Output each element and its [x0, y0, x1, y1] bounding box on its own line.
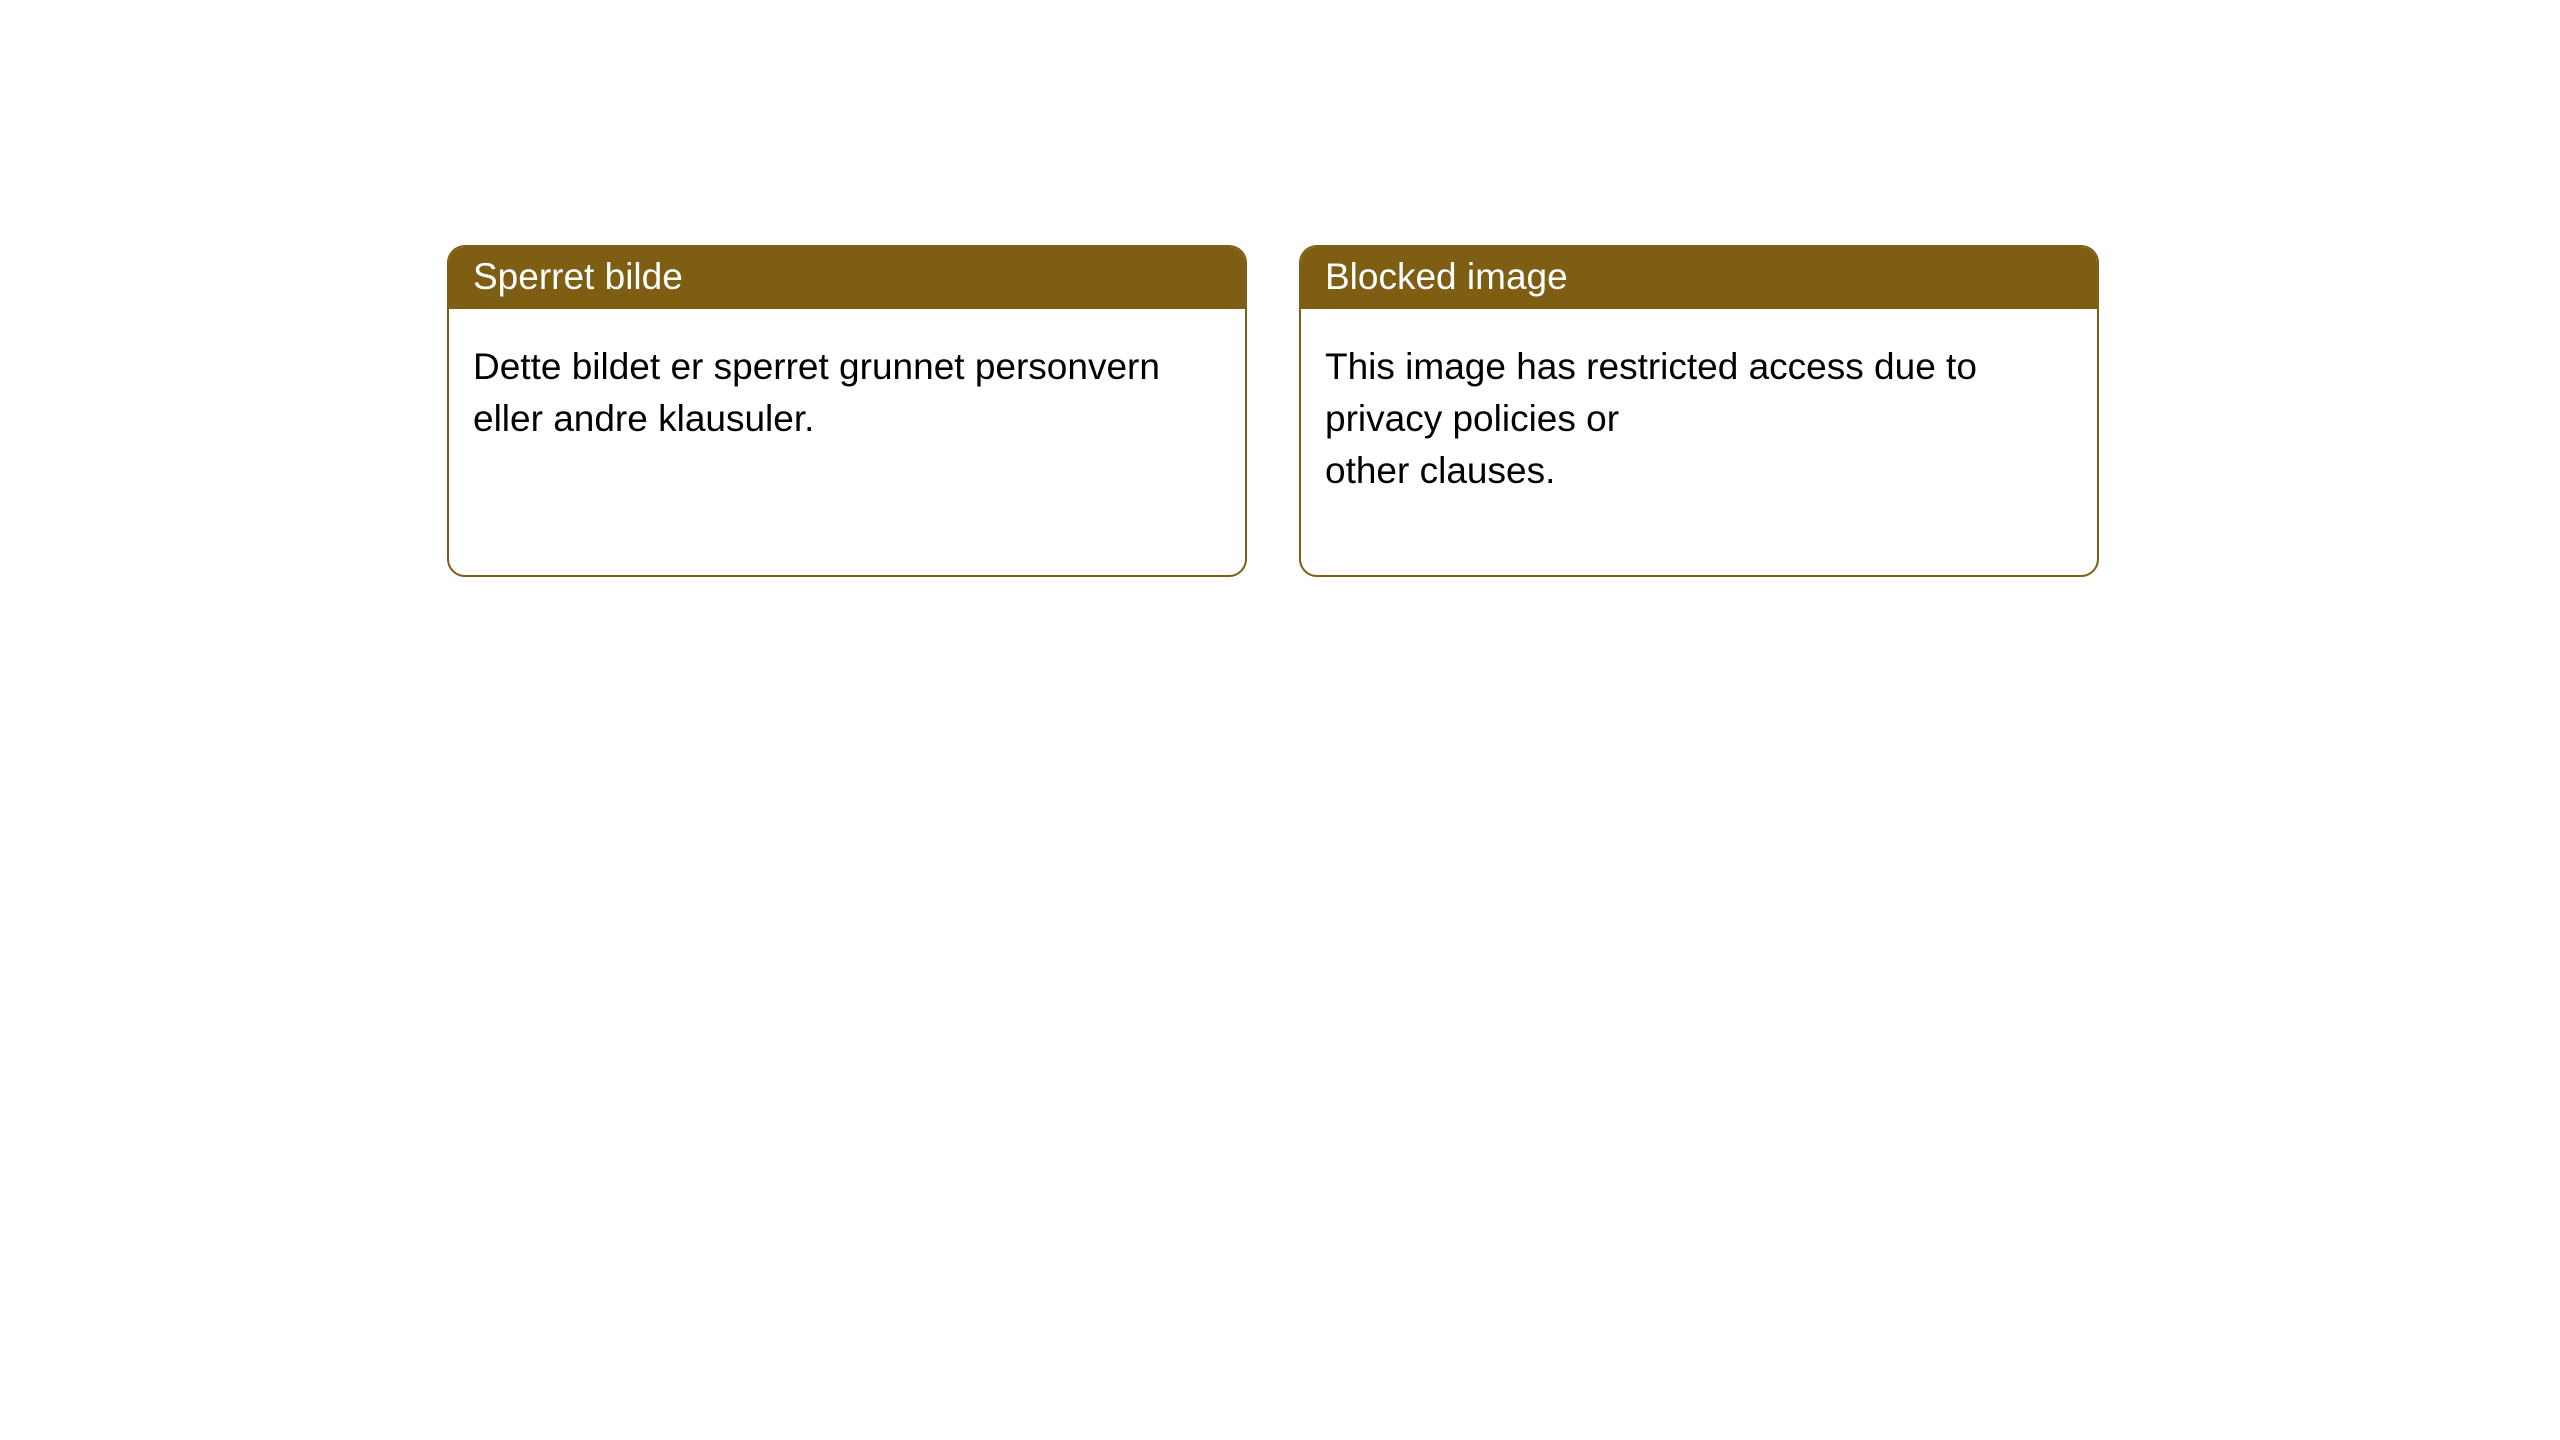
card-body-no: Dette bildet er sperret grunnet personve… [449, 309, 1245, 477]
card-body-en: This image has restricted access due to … [1301, 309, 2097, 528]
card-title-en: Blocked image [1301, 247, 2097, 309]
card-title-no: Sperret bilde [449, 247, 1245, 309]
blocked-image-card-no: Sperret bilde Dette bildet er sperret gr… [447, 245, 1247, 577]
cards-container: Sperret bilde Dette bildet er sperret gr… [0, 0, 2560, 577]
blocked-image-card-en: Blocked image This image has restricted … [1299, 245, 2099, 577]
